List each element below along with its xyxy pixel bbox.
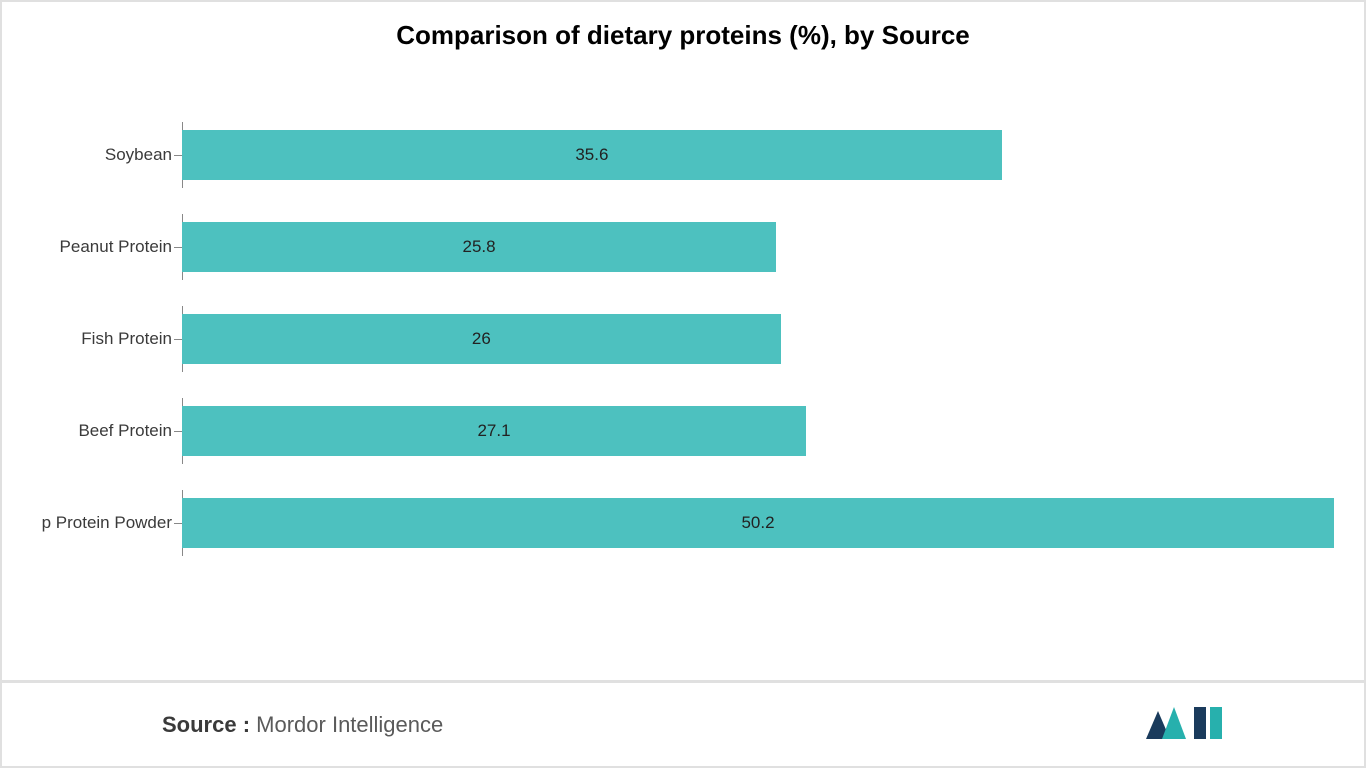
axis-tick [174, 339, 182, 340]
bar-row: Beef Protein27.1 [182, 385, 1334, 477]
mordor-logo [1146, 703, 1224, 747]
source-label: Source : [162, 712, 250, 737]
bar: 25.8 [182, 222, 776, 272]
logo-icon [1146, 703, 1224, 747]
category-label: Fish Protein [2, 329, 172, 349]
axis-tick [174, 523, 182, 524]
bar: 26 [182, 314, 781, 364]
category-label: p Protein Powder [2, 513, 172, 533]
bar-row: p Protein Powder50.2 [182, 477, 1334, 569]
source-attribution: Source : Mordor Intelligence [162, 712, 443, 738]
category-label: Beef Protein [2, 421, 172, 441]
chart-plot-area: Soybean35.6Peanut Protein25.8Fish Protei… [2, 79, 1364, 589]
axis-tick [174, 155, 182, 156]
bar: 50.2 [182, 498, 1334, 548]
bar: 27.1 [182, 406, 806, 456]
axis-tick [174, 247, 182, 248]
bar: 35.6 [182, 130, 1002, 180]
axis-tick [174, 431, 182, 432]
bar-row: Fish Protein26 [182, 293, 1334, 385]
source-name: Mordor Intelligence [256, 712, 443, 737]
category-label: Soybean [2, 145, 172, 165]
chart-footer: Source : Mordor Intelligence [2, 680, 1364, 766]
category-label: Peanut Protein [2, 237, 172, 257]
bar-row: Peanut Protein25.8 [182, 201, 1334, 293]
bar-row: Soybean35.6 [182, 109, 1334, 201]
chart-title: Comparison of dietary proteins (%), by S… [2, 2, 1364, 79]
chart-container: Comparison of dietary proteins (%), by S… [0, 0, 1366, 768]
